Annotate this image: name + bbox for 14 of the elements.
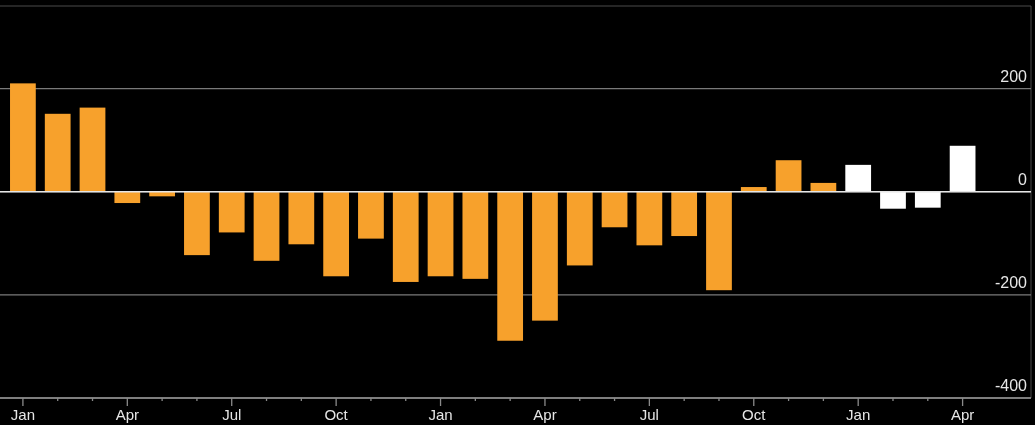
y-tick-label: -200 bbox=[994, 273, 1028, 291]
y-tick-label: 200 bbox=[1000, 67, 1028, 85]
x-tick-label: Oct bbox=[324, 406, 349, 423]
x-tick-label: Jan bbox=[846, 406, 871, 423]
x-tick-label: Jul bbox=[639, 406, 659, 423]
x-tick-label: Apr bbox=[533, 406, 557, 423]
y-tick-label: -400 bbox=[994, 377, 1028, 394]
x-tick-label: Jan bbox=[10, 406, 35, 423]
x-tick-label: Jan bbox=[428, 406, 453, 423]
y-tick-label: 0 bbox=[1018, 170, 1028, 188]
x-tick-label: Oct bbox=[742, 406, 767, 423]
x-tick-label: Apr bbox=[115, 406, 139, 423]
x-tick-label: Jul bbox=[222, 406, 242, 423]
x-tick-label: Apr bbox=[950, 406, 975, 423]
